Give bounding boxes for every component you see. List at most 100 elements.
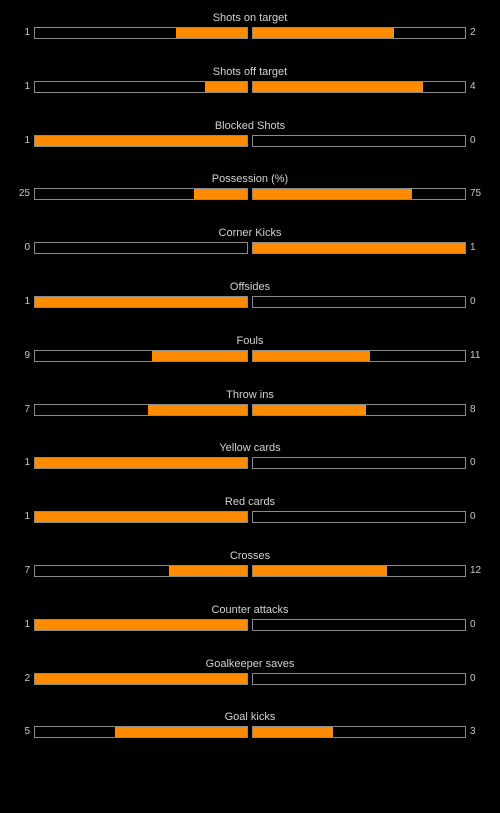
home-value: 25	[18, 188, 30, 200]
away-bar	[252, 27, 466, 39]
home-value: 1	[24, 457, 30, 469]
away-bar	[252, 403, 466, 416]
stat-label: Blocked Shots	[214, 119, 286, 132]
home-value: 7	[24, 403, 30, 415]
away-bar	[252, 511, 466, 524]
home-bar-fill	[35, 673, 247, 684]
stat-row-throw-ins: Throw ins 7 8	[0, 388, 500, 442]
home-bar-fill	[114, 727, 247, 738]
away-bar	[252, 134, 466, 147]
away-value: 4	[470, 80, 476, 92]
away-value: 1	[470, 242, 476, 254]
home-bar	[34, 618, 248, 631]
stat-row-yellow-cards: Yellow cards 1 0	[0, 441, 500, 495]
home-value: 1	[24, 80, 30, 92]
stat-row-possession: Possession (%) 25 75	[0, 172, 500, 226]
home-bar	[34, 564, 248, 577]
home-value: 1	[24, 618, 30, 630]
away-bar-fill	[253, 404, 367, 415]
home-bar-fill	[168, 565, 247, 576]
stat-row-offsides: Offsides 1 0	[0, 280, 500, 334]
stat-label: Crosses	[229, 549, 271, 562]
home-value: 7	[24, 564, 30, 576]
stat-row-corner-kicks: Corner Kicks 0 1	[0, 226, 500, 280]
home-value: 5	[24, 726, 30, 738]
stat-row-blocked-shots: Blocked Shots 1 0	[0, 119, 500, 173]
stat-row-crosses: Crosses 7 12	[0, 549, 500, 603]
home-bar-fill	[35, 619, 247, 630]
stat-row-goalkeeper-saves: Goalkeeper saves 2 0	[0, 657, 500, 711]
away-value: 75	[470, 188, 482, 200]
away-bar	[252, 672, 466, 685]
away-bar	[252, 80, 466, 93]
home-bar	[34, 134, 248, 147]
stat-row-shots-on-target: Shots on target 1 2	[0, 11, 500, 65]
home-bar	[34, 80, 248, 93]
home-value: 1	[24, 134, 30, 146]
away-bar-fill	[253, 189, 412, 200]
away-value: 0	[470, 295, 476, 307]
away-bar	[252, 242, 466, 255]
away-bar	[252, 564, 466, 577]
home-bar	[34, 27, 248, 39]
away-value: 3	[470, 726, 476, 738]
home-value: 1	[24, 295, 30, 307]
stat-label: Corner Kicks	[218, 227, 282, 240]
home-bar-fill	[35, 296, 247, 307]
stat-label: Offsides	[229, 280, 271, 293]
away-value: 0	[470, 511, 476, 523]
stat-row-counter-attacks: Counter attacks 1 0	[0, 603, 500, 657]
home-bar-fill	[151, 350, 247, 361]
home-bar	[34, 349, 248, 362]
away-bar	[252, 457, 466, 470]
away-bar-fill	[253, 243, 465, 254]
stat-label: Fouls	[236, 334, 264, 347]
home-value: 0	[24, 242, 30, 254]
home-bar	[34, 295, 248, 308]
home-bar-fill	[204, 81, 247, 92]
away-bar	[252, 726, 466, 739]
stat-label: Yellow cards	[219, 442, 281, 455]
home-value: 1	[24, 511, 30, 523]
home-bar	[34, 188, 248, 201]
stat-label: Red cards	[224, 496, 276, 509]
away-value: 0	[470, 457, 476, 469]
home-bar	[34, 242, 248, 255]
home-value: 1	[24, 27, 30, 38]
stat-label: Throw ins	[226, 388, 274, 401]
match-stats-list: Shots on target 1 2 Shots off target 1 4 Block…	[0, 11, 500, 764]
away-bar	[252, 618, 466, 631]
home-bar	[34, 672, 248, 685]
away-bar	[252, 188, 466, 201]
stat-row-red-cards: Red cards 1 0	[0, 495, 500, 549]
stat-row-fouls: Fouls 9 11	[0, 334, 500, 388]
away-value: 11	[470, 349, 481, 361]
home-bar-fill	[35, 135, 247, 146]
stat-row-shots-off-target: Shots off target 1 4	[0, 65, 500, 119]
away-bar-fill	[253, 81, 423, 92]
stat-label: Goal kicks	[224, 711, 276, 724]
away-value: 0	[470, 134, 476, 146]
away-value: 12	[470, 564, 482, 576]
stat-label: Shots off target	[212, 65, 288, 78]
stat-label: Shots on target	[212, 12, 288, 24]
home-bar-fill	[176, 28, 247, 38]
stat-label: Goalkeeper saves	[205, 657, 295, 670]
away-value: 8	[470, 403, 476, 415]
home-bar	[34, 511, 248, 524]
away-bar-fill	[253, 28, 395, 38]
home-bar	[34, 403, 248, 416]
stat-label: Possession (%)	[211, 173, 289, 186]
home-bar-fill	[35, 458, 247, 469]
away-bar-fill	[253, 727, 333, 738]
away-bar-fill	[253, 565, 387, 576]
home-bar	[34, 726, 248, 739]
away-bar	[252, 295, 466, 308]
away-value: 2	[470, 27, 476, 38]
home-value: 9	[24, 349, 30, 361]
home-bar	[34, 457, 248, 470]
home-bar-fill	[35, 512, 247, 523]
stat-row-goal-kicks: Goal kicks 5 3	[0, 710, 500, 764]
away-value: 0	[470, 672, 476, 684]
stat-label: Counter attacks	[211, 603, 289, 616]
